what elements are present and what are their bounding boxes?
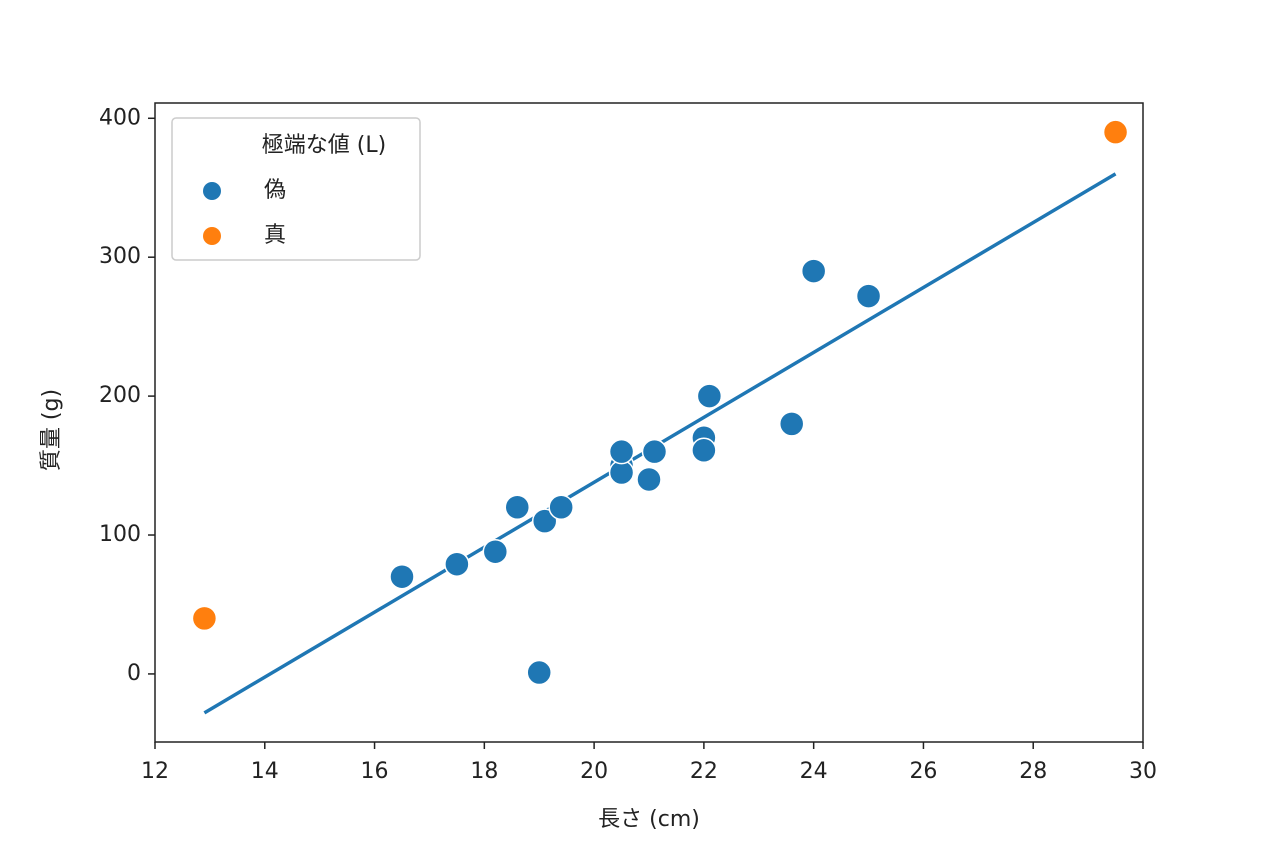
point — [548, 494, 574, 520]
point — [800, 258, 827, 284]
x-tick-label: 24 — [800, 759, 828, 784]
legend-box — [171, 117, 421, 261]
x-tick-label: 20 — [580, 759, 608, 784]
legend-marker — [203, 227, 221, 245]
legend-label: 偽 — [264, 178, 286, 203]
x-tick-label: 30 — [1129, 759, 1157, 784]
y-tick-label: 0 — [127, 661, 141, 686]
point — [636, 466, 662, 493]
x-tick-label: 14 — [251, 759, 279, 784]
x-tick-label: 16 — [361, 759, 389, 784]
point — [504, 494, 531, 520]
point — [526, 659, 552, 686]
point — [482, 538, 509, 565]
point — [608, 438, 635, 465]
y-tick-label: 400 — [99, 105, 141, 130]
point — [855, 283, 882, 309]
x-tick-label: 12 — [141, 759, 169, 784]
x-tick-label: 26 — [909, 759, 937, 784]
x-tick-label: 22 — [690, 759, 718, 784]
plot-frame — [154, 102, 1144, 743]
point — [691, 437, 717, 464]
point — [191, 605, 218, 632]
point — [696, 383, 723, 409]
legend-title: 極端な値 (L) — [262, 133, 386, 158]
point — [531, 508, 558, 534]
x-tick-label: 28 — [1019, 759, 1047, 784]
legend-label: 真 — [264, 223, 286, 248]
point — [389, 563, 415, 590]
point — [1102, 119, 1129, 145]
legend-marker — [203, 182, 221, 200]
point — [444, 551, 470, 577]
y-axis-label: 質量 (g) — [39, 389, 64, 471]
y-tick-label: 200 — [99, 383, 141, 408]
x-tick-label: 18 — [470, 759, 498, 784]
y-tick-label: 300 — [99, 244, 141, 269]
point — [641, 438, 668, 465]
y-tick-label: 100 — [99, 522, 141, 547]
point — [778, 411, 805, 437]
x-axis-label: 長さ (cm) — [598, 807, 700, 832]
